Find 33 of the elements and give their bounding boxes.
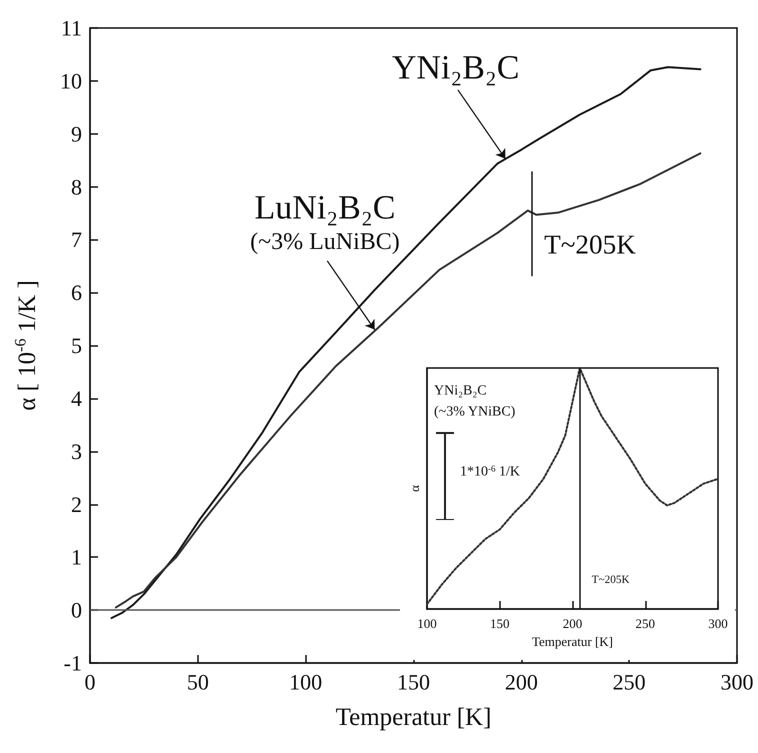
x-tick-label: 100 (289, 670, 322, 694)
x-tick-label: 50 (186, 670, 209, 694)
x-tick-label: 300 (708, 616, 728, 631)
x-tick-label: 100 (417, 616, 437, 631)
y-tick-label: 1 (71, 544, 82, 570)
x-axis-title: Temperatur [K] (336, 704, 492, 731)
y-tick-label: 6 (71, 280, 82, 306)
y-axis-title: α [ 10-6 1/K ] (12, 280, 41, 411)
y-tick-label: 4 (71, 386, 82, 411)
y-tick-label: 8 (71, 174, 82, 200)
x-tick-label: 300 (720, 670, 754, 694)
y-tick-label: 2 (71, 492, 82, 517)
x-tick-label: 150 (490, 616, 510, 631)
x-tick-label: 250 (636, 616, 655, 631)
ref-line-label: T~205K (592, 574, 630, 586)
y-tick-label: 7 (71, 227, 82, 252)
annotation: YNi₂B₂C (392, 49, 520, 86)
y-tick-label: 10 (60, 68, 82, 94)
annotation: YNi₂B₂C (~3% YNiBC) (434, 384, 516, 420)
x-tick-label: 200 (562, 616, 582, 631)
y-axis-title: α (407, 484, 422, 492)
x-tick-label: 250 (612, 670, 646, 694)
y-tick-label: 9 (71, 121, 82, 146)
annotation: LuNi₂B₂C (~3% LuNiBC) (250, 190, 400, 256)
y-tick-label: 3 (71, 438, 82, 464)
line-series (114, 152, 702, 608)
x-tick-label: 200 (504, 670, 538, 694)
y-tick-label: 11 (60, 16, 82, 40)
y-tick-label: -1 (64, 650, 82, 676)
x-tick-label: 150 (397, 670, 430, 694)
x-axis-title: Temperatur [K] (532, 634, 614, 649)
y-tick-label: 5 (71, 333, 82, 358)
ref-line-label: T~205K (544, 229, 636, 260)
